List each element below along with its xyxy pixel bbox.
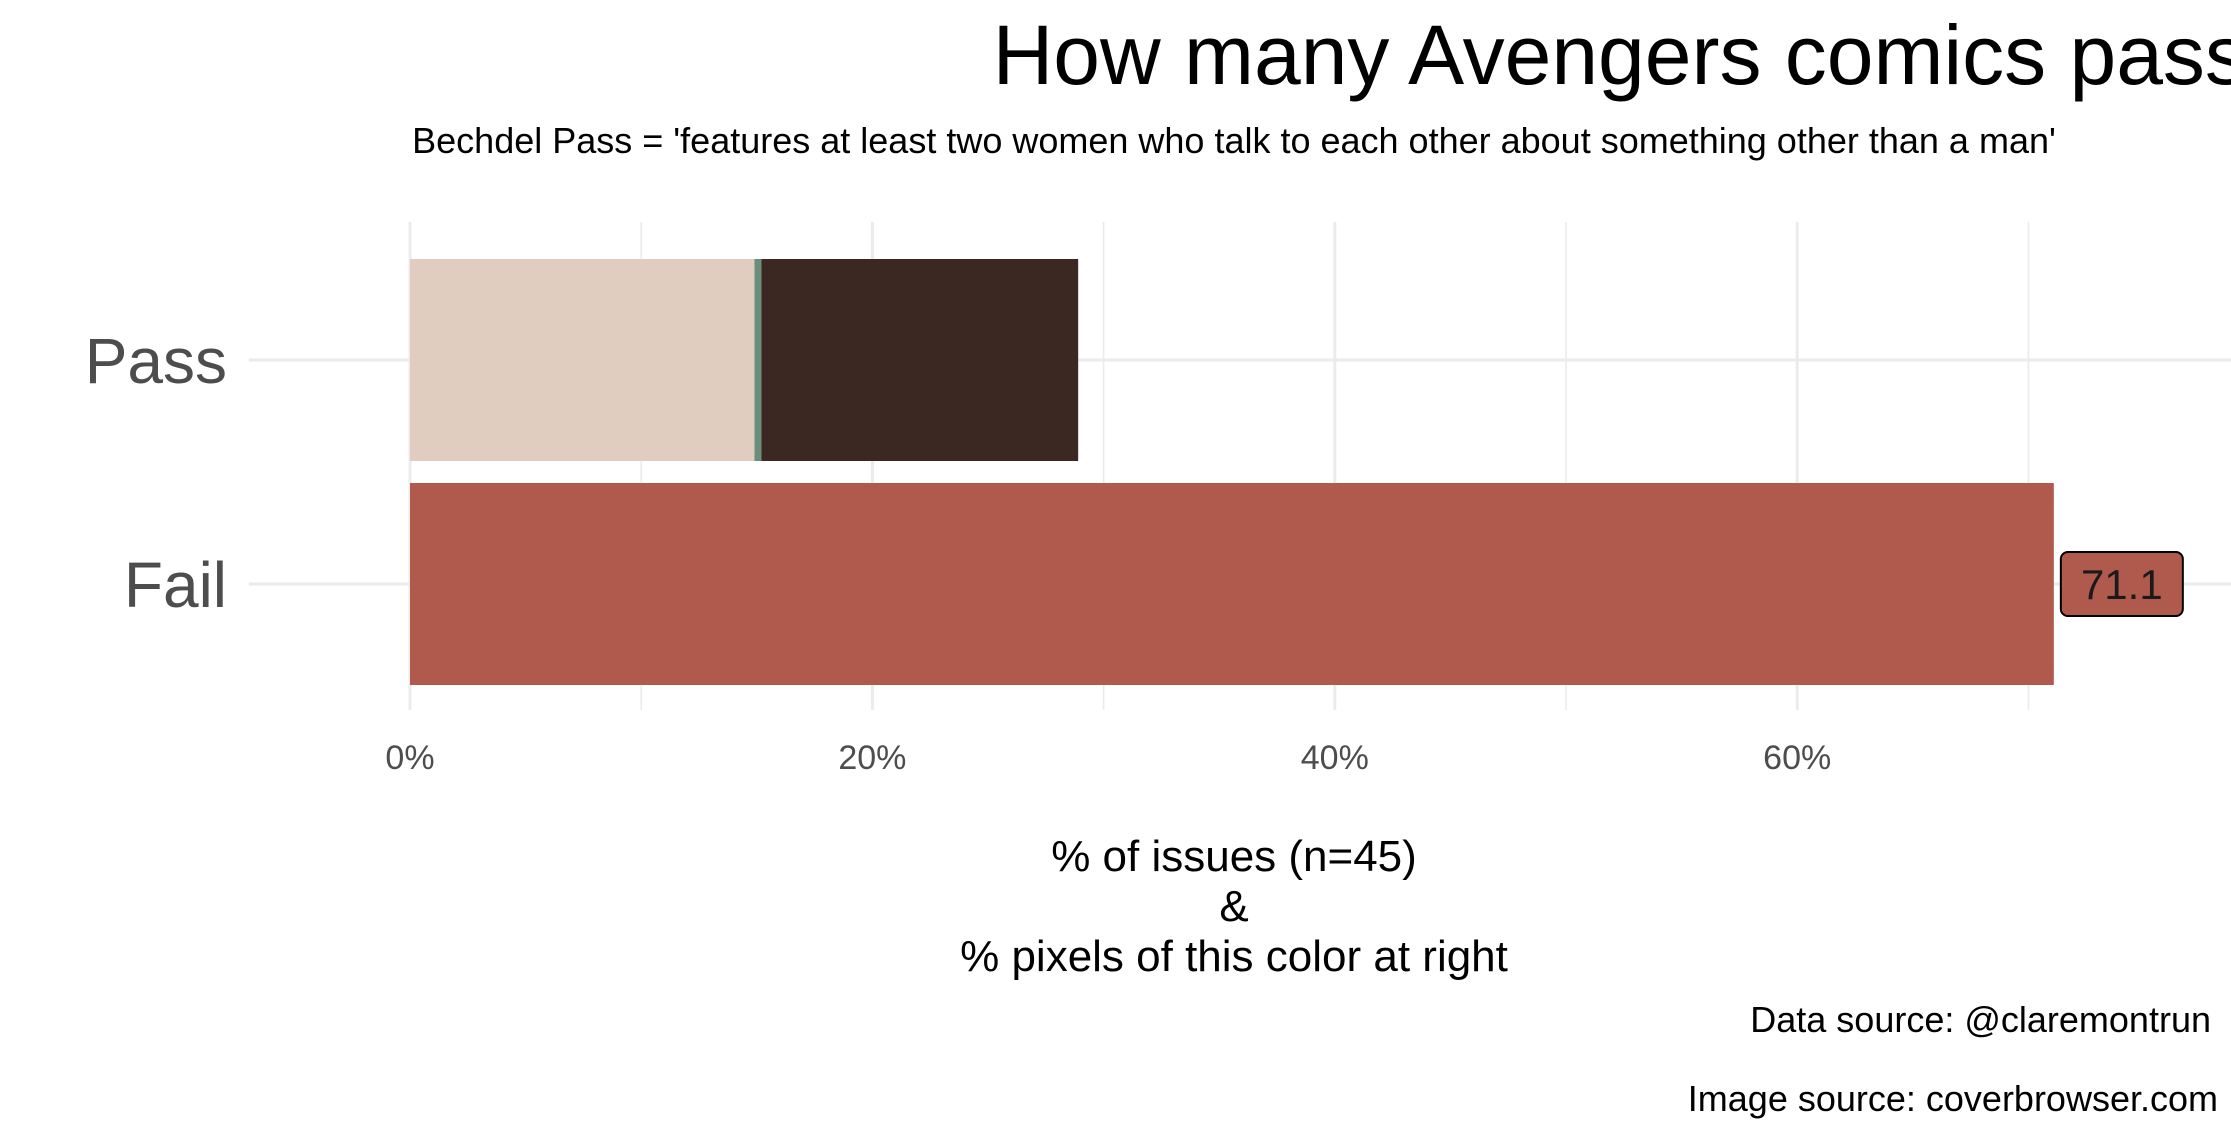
data-label-text-fail: 71.1 (2081, 561, 2163, 608)
value-labels: 71.1 (2059, 551, 2184, 617)
category-label-pass: Pass (85, 325, 227, 397)
caption-image-source: Image source: coverbrowser.com (1688, 1078, 2218, 1119)
bar-fail-segment-0 (410, 483, 2054, 685)
y-axis-categories: Pass Fail (85, 325, 227, 621)
x-axis-title-line-3: % pixels of this color at right (960, 932, 1508, 981)
bar-pass-segment-0 (410, 259, 755, 461)
x-tick-label-3: 60% (1763, 739, 1831, 777)
x-tick-label-2: 40% (1301, 739, 1369, 777)
x-axis-ticks: 0% 20% 40% 60% (385, 739, 1831, 777)
x-tick-label-1: 20% (838, 739, 906, 777)
category-label-fail: Fail (124, 549, 227, 621)
bar-pass-segment-1 (754, 259, 762, 461)
chart-title: How many Avengers comics pass the Bechde… (993, 8, 2231, 102)
caption-data-source: Data source: @claremontrun (1750, 999, 2211, 1040)
chart-subtitle: Bechdel Pass = 'features at least two wo… (412, 120, 2056, 161)
bars (410, 259, 2054, 685)
x-axis-title-line-2: & (1219, 882, 1248, 931)
x-axis-title-line-1: % of issues (n=45) (1051, 832, 1417, 881)
bar-pass-segment-2 (761, 259, 1079, 461)
data-label-fail: 71.1 (2059, 551, 2184, 617)
x-tick-label-0: 0% (385, 739, 434, 777)
data-label-box-fail (2059, 551, 2184, 617)
